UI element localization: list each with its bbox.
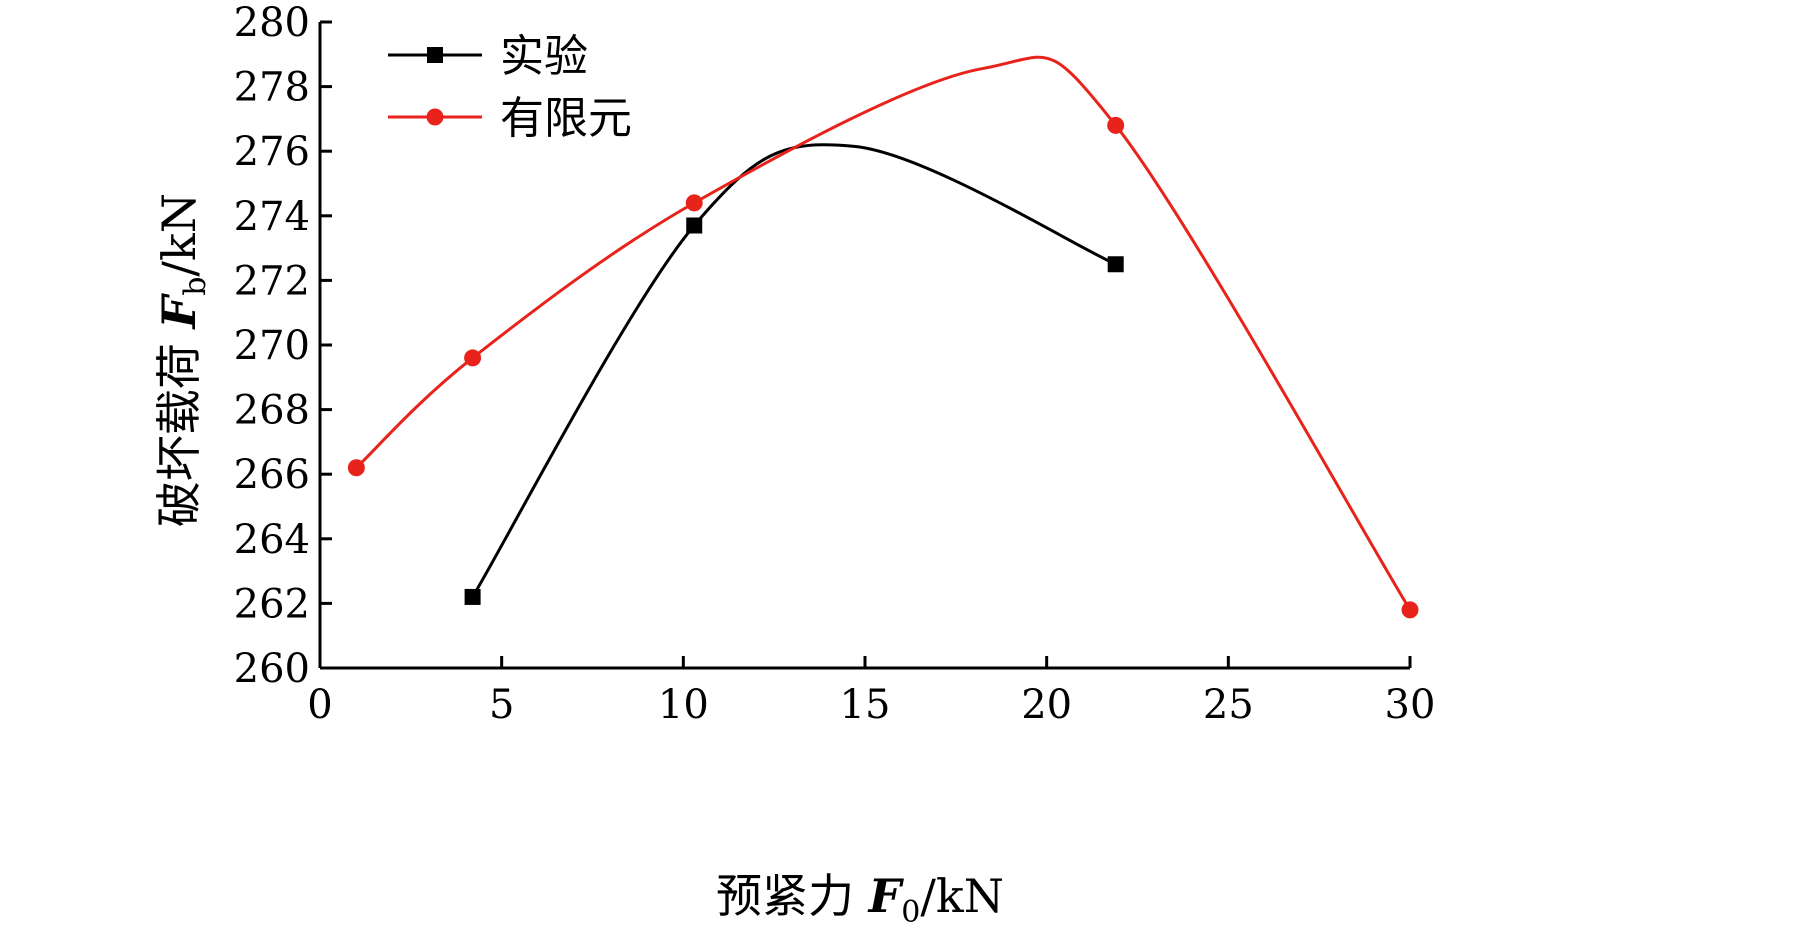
y-tick-label: 266 [234, 452, 310, 498]
y-tick-label: 264 [234, 517, 310, 563]
data-point [686, 217, 703, 234]
y-tick-label: 262 [234, 581, 310, 627]
x-tick-label: 0 [307, 682, 332, 728]
data-point [685, 194, 703, 212]
y-tick-label: 270 [234, 323, 310, 369]
y-tick-label: 274 [234, 194, 310, 240]
legend-marker [426, 108, 444, 126]
legend-label: 有限元 [500, 93, 632, 144]
data-point [1107, 116, 1125, 134]
series-line [471, 143, 1117, 598]
x-tick-label: 30 [1385, 682, 1436, 728]
y-axis-title: 破坏载荷 Fb/kN [152, 193, 213, 527]
y-axis-ticks: 260 262 264 266 268 270 272 274 276 278 280 [234, 0, 332, 692]
data-point [347, 459, 365, 477]
legend-label: 实验 [500, 31, 588, 82]
y-tick-label: 260 [234, 646, 310, 692]
x-tick-label: 20 [1021, 682, 1072, 728]
data-point [1401, 601, 1419, 619]
y-tick-label: 278 [234, 65, 310, 111]
series-1 [464, 143, 1124, 605]
y-tick-label: 272 [234, 258, 310, 304]
axes [318, 22, 1410, 670]
x-axis-title: 预紧力 F0/kN [716, 869, 1004, 930]
x-axis-ticks: 0 5 10 15 20 25 30 [307, 656, 1435, 728]
data-point [1107, 256, 1124, 273]
series-2 [347, 55, 1419, 619]
y-tick-label: 280 [234, 0, 310, 46]
x-tick-label: 5 [489, 682, 514, 728]
y-tick-label: 276 [234, 129, 310, 175]
x-tick-label: 10 [658, 682, 709, 728]
data-point [464, 349, 482, 367]
x-tick-label: 15 [840, 682, 891, 728]
series-layer [347, 55, 1419, 619]
y-tick-label: 268 [234, 388, 310, 434]
data-point [464, 588, 481, 605]
legend-marker [427, 47, 443, 63]
x-tick-label: 25 [1203, 682, 1254, 728]
